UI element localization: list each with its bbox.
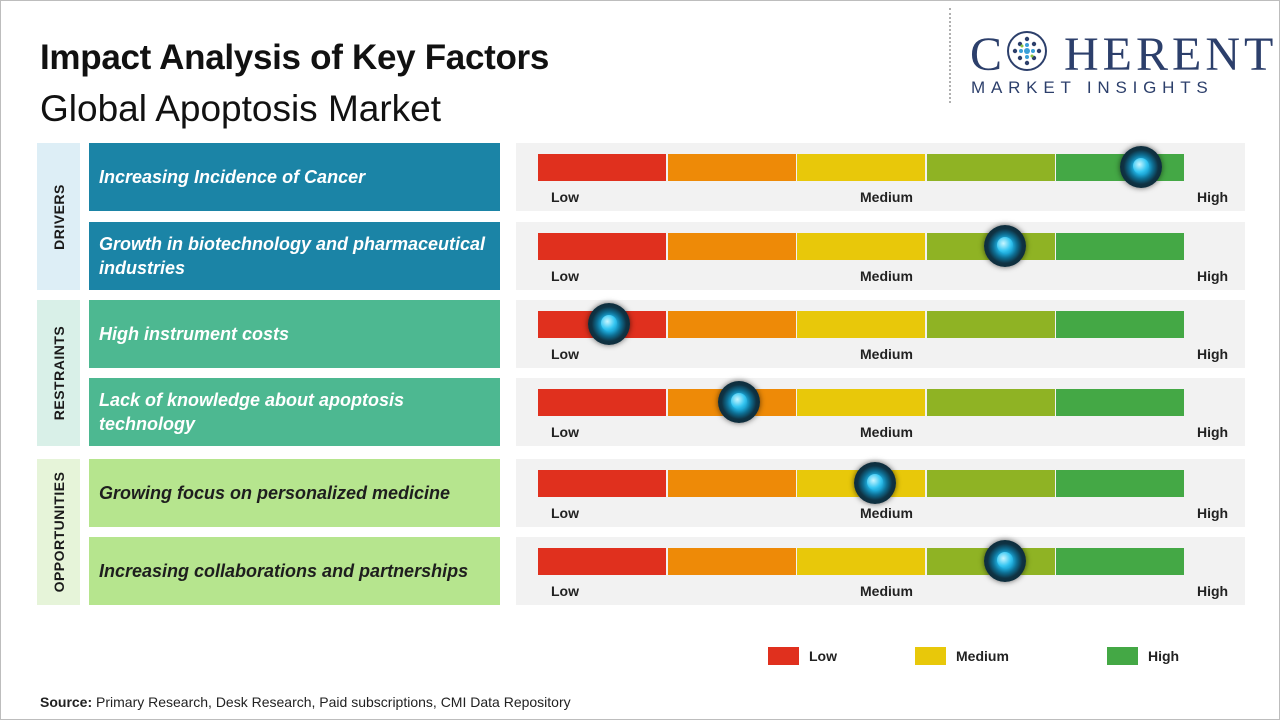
- group-label: OPPORTUNITIES: [50, 471, 67, 593]
- legend-high-label: High: [1148, 648, 1180, 664]
- gauge-segment: [797, 311, 926, 338]
- legend-low-label: Low: [809, 648, 837, 664]
- gauge-segment: [1056, 548, 1185, 575]
- legend-medium-swatch: [915, 647, 946, 665]
- factor-label: Increasing Incidence of Cancer: [89, 143, 500, 211]
- group-label: RESTRAINTS: [50, 325, 67, 421]
- legend-high-swatch: [1107, 647, 1138, 665]
- gauge-segment: [538, 548, 667, 575]
- group-drivers: DRIVERS: [37, 143, 80, 290]
- gauge-segment: [926, 311, 1055, 338]
- gauge-low-label: Low: [551, 268, 579, 284]
- gauge-high-label: High: [1197, 505, 1229, 521]
- impact-marker: [983, 540, 1026, 582]
- gauge-medium-label: Medium: [860, 505, 913, 521]
- gauge-segment: [1056, 311, 1185, 338]
- gauge-medium-label: Medium: [860, 268, 913, 284]
- logo-divider: [949, 8, 951, 103]
- gauge-segment: [667, 470, 796, 497]
- factor-label: Growth in biotechnology and pharmaceutic…: [89, 222, 500, 290]
- gauge-segment: [797, 548, 926, 575]
- gauge-segment: [667, 548, 796, 575]
- gauge-low-label: Low: [551, 346, 579, 362]
- gauge-segment: [667, 311, 796, 338]
- gauge-segment: [538, 470, 667, 497]
- gauge-segment: [538, 233, 667, 260]
- gauge-segment: [1056, 470, 1185, 497]
- source-prefix: Source:: [40, 694, 93, 710]
- logo-globe-icon: [1007, 31, 1048, 71]
- gauge-segment: [538, 389, 667, 416]
- impact-gauge: Low Medium High: [516, 459, 1245, 527]
- gauge-high-label: High: [1197, 189, 1229, 205]
- impact-marker: [717, 381, 760, 423]
- legend-high: High: [1107, 647, 1179, 665]
- logo-text-start: C: [970, 28, 1007, 81]
- group-label: DRIVERS: [50, 183, 67, 250]
- gauge-segment: [797, 389, 926, 416]
- legend-low-swatch: [768, 647, 799, 665]
- gauge-segment: [538, 154, 667, 181]
- legend-medium-label: Medium: [956, 648, 1009, 664]
- gauge-segment: [1056, 389, 1185, 416]
- logo-subtitle: MARKET INSIGHTS: [971, 78, 1214, 97]
- gauge-high-label: High: [1197, 424, 1229, 440]
- chart-subtitle: Global Apoptosis Market: [40, 88, 442, 129]
- gauge-high-label: High: [1197, 346, 1229, 362]
- impact-marker: [983, 225, 1026, 267]
- group-opportunities: OPPORTUNITIES: [37, 459, 80, 605]
- gauge-segment: [1056, 233, 1185, 260]
- gauge-low-label: Low: [551, 505, 579, 521]
- gauge-medium-label: Medium: [860, 346, 913, 362]
- gauge-medium-label: Medium: [860, 583, 913, 599]
- gauge-low-label: Low: [551, 189, 579, 205]
- impact-marker: [588, 303, 631, 345]
- gauge-segment: [926, 470, 1055, 497]
- impact-gauge: Low Medium High: [516, 378, 1245, 446]
- impact-gauge: Low Medium High: [516, 537, 1245, 605]
- group-restraints: RESTRAINTS: [37, 300, 80, 446]
- gauge-medium-label: Medium: [860, 424, 913, 440]
- factor-label: High instrument costs: [89, 300, 500, 368]
- source-text: Primary Research, Desk Research, Paid su…: [92, 694, 571, 710]
- factor-label: Lack of knowledge about apoptosis techno…: [89, 378, 500, 446]
- legend-low: Low: [768, 647, 837, 665]
- gauge-segment: [926, 389, 1055, 416]
- impact-gauge: Low Medium High: [516, 300, 1245, 368]
- gauge-high-label: High: [1197, 583, 1229, 599]
- gauge-medium-label: Medium: [860, 189, 913, 205]
- gauge-segment: [667, 233, 796, 260]
- company-logo: C HERENT: [970, 30, 1277, 80]
- gauge-low-label: Low: [551, 424, 579, 440]
- gauge-high-label: High: [1197, 268, 1229, 284]
- factor-label: Increasing collaborations and partnershi…: [89, 537, 500, 605]
- gauge-segment: [797, 154, 926, 181]
- logo-text-end: HERENT: [1064, 28, 1278, 81]
- gauge-segment: [797, 233, 926, 260]
- gauge-segment: [667, 154, 796, 181]
- impact-marker: [1119, 146, 1162, 188]
- impact-gauge: Low Medium High: [516, 222, 1245, 290]
- impact-marker: [853, 462, 896, 504]
- factor-label: Growing focus on personalized medicine: [89, 459, 500, 527]
- source-note: Source: Primary Research, Desk Research,…: [40, 694, 571, 710]
- impact-gauge: Low Medium High: [516, 143, 1245, 211]
- gauge-low-label: Low: [551, 583, 579, 599]
- gauge-segment: [926, 154, 1055, 181]
- chart-title: Impact Analysis of Key Factors: [40, 38, 550, 77]
- legend-medium: Medium: [915, 647, 1009, 665]
